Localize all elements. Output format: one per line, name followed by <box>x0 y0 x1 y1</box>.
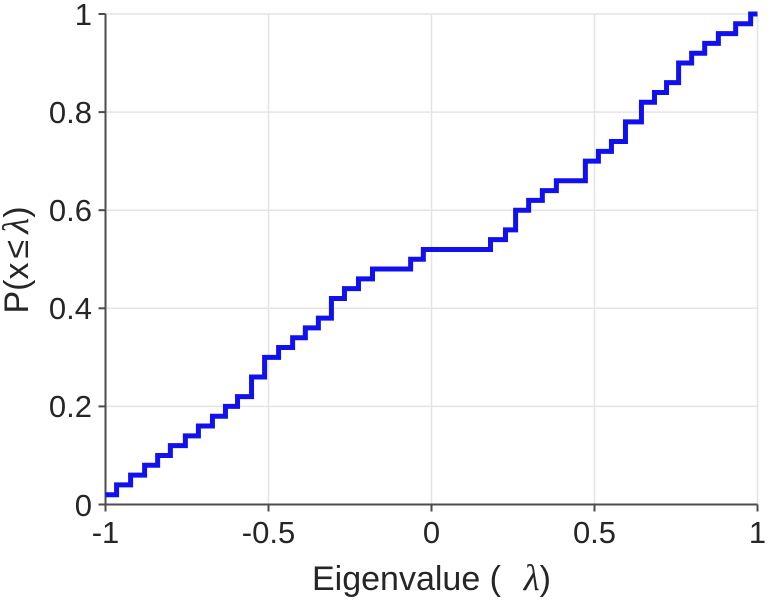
x-axis-label-close: ) <box>539 560 551 598</box>
y-axis-label: P(x≤λ) <box>0 85 38 435</box>
y-tick-label: 0.6 <box>48 193 92 229</box>
y-tick-label: 0.4 <box>48 291 92 327</box>
y-tick-label: 1 <box>74 0 92 32</box>
x-tick-label: -1 <box>91 515 120 550</box>
x-tick-label: 0 <box>422 515 441 550</box>
x-tick-label: -0.5 <box>241 515 296 550</box>
leq-symbol: ≤ <box>0 239 36 259</box>
x-axis-label: Eigenvalue ( λ) <box>105 557 758 598</box>
x-tick-label: 1 <box>748 515 767 550</box>
y-tick-label: 0.2 <box>48 389 92 425</box>
lambda-symbol: λ <box>523 557 540 598</box>
x-tick-label: 0.5 <box>572 515 617 550</box>
ecdf-step-line <box>105 11 758 498</box>
y-tick-label: 0 <box>74 487 92 523</box>
y-tick-label: 0.8 <box>48 95 92 131</box>
x-axis-label-text: Eigenvalue ( <box>311 560 501 598</box>
